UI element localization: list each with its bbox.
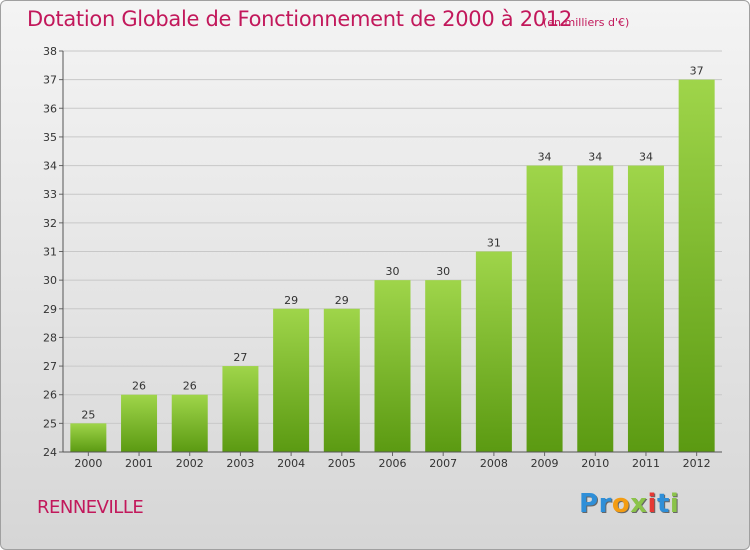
x-tick-label: 2000: [74, 457, 102, 470]
y-tick-label: 27: [43, 360, 57, 373]
y-tick-label: 24: [43, 446, 57, 459]
bar: [121, 394, 158, 452]
bar: [222, 366, 259, 452]
x-tick-label: 2008: [480, 457, 508, 470]
y-tick-label: 36: [43, 102, 57, 115]
y-tick-label: 34: [43, 160, 57, 173]
bar-value-label: 25: [81, 408, 95, 421]
y-tick-label: 33: [43, 188, 57, 201]
logo-letter: o: [611, 489, 631, 519]
commune-name: RENNEVILLE: [37, 497, 144, 518]
x-tick-label: 2002: [176, 457, 204, 470]
logo-letter: P: [579, 489, 599, 519]
bar: [323, 308, 360, 452]
bar: [526, 165, 563, 453]
bar-value-label: 34: [639, 151, 653, 164]
bar-value-label: 30: [386, 265, 400, 278]
logo-letter: x: [630, 489, 648, 519]
bar: [374, 280, 411, 452]
y-tick-label: 26: [43, 389, 57, 402]
x-tick-label: 2010: [581, 457, 609, 470]
x-tick-label: 2011: [632, 457, 660, 470]
y-tick-label: 37: [43, 74, 57, 87]
logo-letter: i: [647, 489, 657, 519]
bar: [70, 423, 107, 452]
bar: [171, 394, 208, 452]
bar: [475, 251, 512, 452]
bar-value-label: 29: [335, 294, 349, 307]
y-tick-label: 35: [43, 131, 57, 144]
x-tick-label: 2004: [277, 457, 305, 470]
y-tick-label: 29: [43, 303, 57, 316]
y-tick-label: 32: [43, 217, 57, 230]
x-tick-label: 2007: [429, 457, 457, 470]
bar: [273, 308, 310, 452]
logo-letter: t: [656, 489, 670, 519]
chart-subtitle: (en milliers d'€): [543, 16, 630, 29]
x-tick-label: 2003: [226, 457, 254, 470]
bar-value-label: 37: [690, 65, 704, 78]
bar-value-label: 29: [284, 294, 298, 307]
bar: [577, 165, 614, 453]
bar-value-label: 30: [436, 265, 450, 278]
bar: [627, 165, 664, 453]
y-tick-label: 38: [43, 45, 57, 58]
bar-value-label: 31: [487, 237, 501, 250]
y-tick-label: 31: [43, 246, 57, 259]
bar-value-label: 34: [538, 151, 552, 164]
logo-letter: r: [598, 489, 612, 519]
y-tick-label: 28: [43, 331, 57, 344]
bar-value-label: 26: [183, 380, 197, 393]
bar-value-label: 27: [233, 351, 247, 364]
bar: [678, 79, 715, 453]
logo-letter: i: [669, 489, 680, 519]
bar: [425, 280, 462, 452]
y-tick-label: 30: [43, 274, 57, 287]
x-tick-label: 2006: [379, 457, 407, 470]
x-tick-label: 2009: [531, 457, 559, 470]
proxiti-logo: Proxiti: [579, 489, 679, 519]
x-tick-label: 2005: [328, 457, 356, 470]
chart-title: Dotation Globale de Fonctionnement de 20…: [27, 7, 572, 31]
bar-value-label: 26: [132, 380, 146, 393]
bar-value-label: 34: [588, 151, 602, 164]
x-tick-label: 2012: [683, 457, 711, 470]
x-tick-label: 2001: [125, 457, 153, 470]
y-tick-label: 25: [43, 417, 57, 430]
